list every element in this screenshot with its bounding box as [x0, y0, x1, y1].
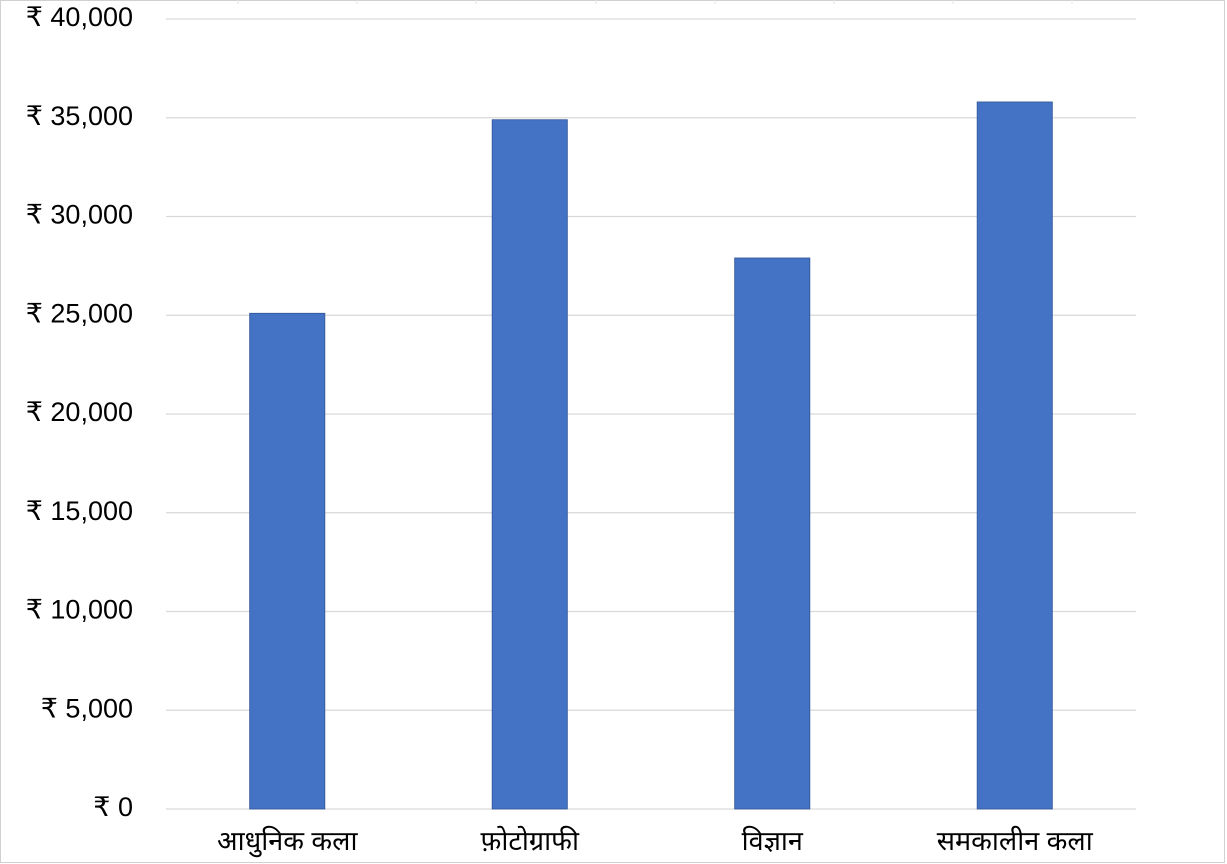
- x-tick-label: विज्ञान: [742, 825, 804, 856]
- x-tick-label: आधुनिक कला: [217, 825, 358, 858]
- bar: [249, 312, 326, 810]
- y-tick-label: ₹ 25,000: [26, 298, 133, 328]
- y-tick-label: ₹ 20,000: [26, 397, 133, 427]
- y-tick-label: ₹ 30,000: [26, 200, 133, 230]
- bar: [734, 257, 811, 810]
- y-tick-label: ₹ 5,000: [41, 693, 133, 723]
- sheet-cell-lines: [237, 0, 1073, 4]
- x-tick-label: फ़ोटोग्राफी: [481, 825, 580, 856]
- bar: [976, 101, 1053, 810]
- y-tick-label: ₹ 10,000: [26, 595, 133, 625]
- y-tick-label: ₹ 35,000: [26, 101, 133, 131]
- y-tick-label: ₹ 15,000: [26, 496, 133, 526]
- bar: [491, 119, 568, 810]
- y-tick-label: ₹ 40,000: [26, 2, 133, 32]
- y-tick-label: ₹ 0: [93, 792, 133, 822]
- x-tick-label: समकालीन कला: [937, 825, 1094, 856]
